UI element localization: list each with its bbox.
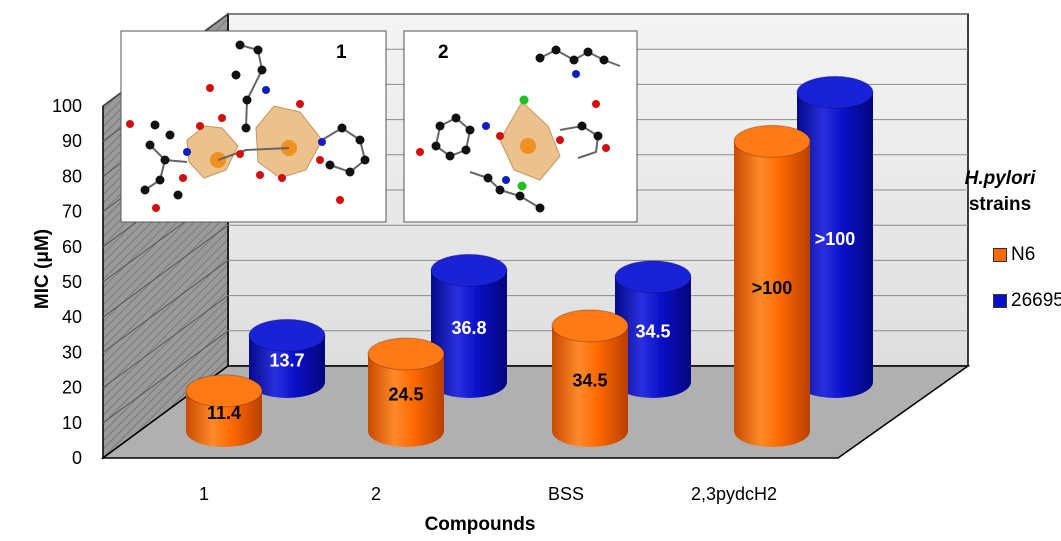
data-label: >100 — [815, 229, 856, 249]
x-tick-label: 1 — [199, 484, 209, 504]
bar-N6-2: 24.5 — [367, 337, 445, 447]
data-label: 11.4 — [207, 403, 241, 423]
data-label: 34.5 — [572, 370, 607, 390]
inset-structure-1: 1 — [120, 30, 387, 223]
y-tick-label: 90 — [62, 131, 82, 151]
y-tick-label: 100 — [52, 96, 82, 116]
y-tick-label: 60 — [62, 237, 82, 257]
data-label: 24.5 — [388, 385, 423, 405]
legend-title-line1: H.pylori — [964, 168, 1036, 189]
inset-2-label: 2 — [438, 42, 449, 63]
bar-26695-BSS: 34.5 — [614, 260, 692, 398]
gridline-side — [102, 330, 229, 424]
legend-label-n6: N6 — [1011, 244, 1036, 265]
y-tick-label: 50 — [62, 272, 82, 292]
y-axis: 0 10 20 30 40 50 60 70 80 90 100 — [52, 96, 82, 468]
legend-swatch-26695 — [993, 294, 1007, 308]
data-label: >100 — [752, 278, 793, 298]
legend-label-26695: 26695 — [1011, 290, 1061, 311]
legend-title: H.pylori strains — [945, 166, 1055, 218]
y-axis-title: MIC (μM) — [32, 228, 53, 310]
legend-swatch-n6 — [993, 248, 1007, 262]
legend-item-26695: 26695 — [993, 290, 1061, 312]
y-tick-label: 0 — [72, 448, 82, 468]
bar-N6-BSS: 34.5 — [551, 309, 629, 447]
y-tick-label: 80 — [62, 166, 82, 186]
bar-N6-2,3pydcH2: >100 — [733, 124, 811, 447]
bar-26695-1: 13.7 — [248, 318, 326, 398]
bar-N6-1: 11.4 — [185, 374, 263, 447]
gridline-side — [102, 295, 229, 389]
x-tick-label: 2,3pydcH2 — [691, 484, 777, 504]
gridline-side — [102, 224, 229, 318]
data-label: 36.8 — [451, 318, 486, 338]
gridline-side — [102, 259, 229, 353]
bars: 13.7 36.8 34.5 >100 11.4 24.5 34.5 >100 — [185, 75, 874, 447]
inset-structure-2: 2 — [403, 30, 638, 223]
data-label: 34.5 — [635, 321, 670, 341]
x-tick-label: BSS — [548, 484, 584, 504]
bar-26695-2,3pydcH2: >100 — [796, 75, 874, 399]
x-tick-label: 2 — [371, 484, 381, 504]
data-label: 13.7 — [269, 351, 304, 371]
legend-item-n6: N6 — [993, 244, 1035, 266]
x-axis: 1 2 BSS 2,3pydcH2 — [199, 484, 777, 504]
x-axis-title: Compounds — [424, 514, 536, 535]
y-tick-label: 40 — [62, 307, 82, 327]
inset-1-label: 1 — [336, 42, 347, 63]
y-tick-label: 10 — [62, 413, 82, 433]
bar-26695-2: 36.8 — [430, 253, 508, 398]
y-tick-label: 70 — [62, 202, 82, 222]
legend-title-line2: strains — [968, 194, 1032, 215]
y-tick-label: 30 — [62, 342, 82, 362]
y-tick-label: 20 — [62, 378, 82, 398]
